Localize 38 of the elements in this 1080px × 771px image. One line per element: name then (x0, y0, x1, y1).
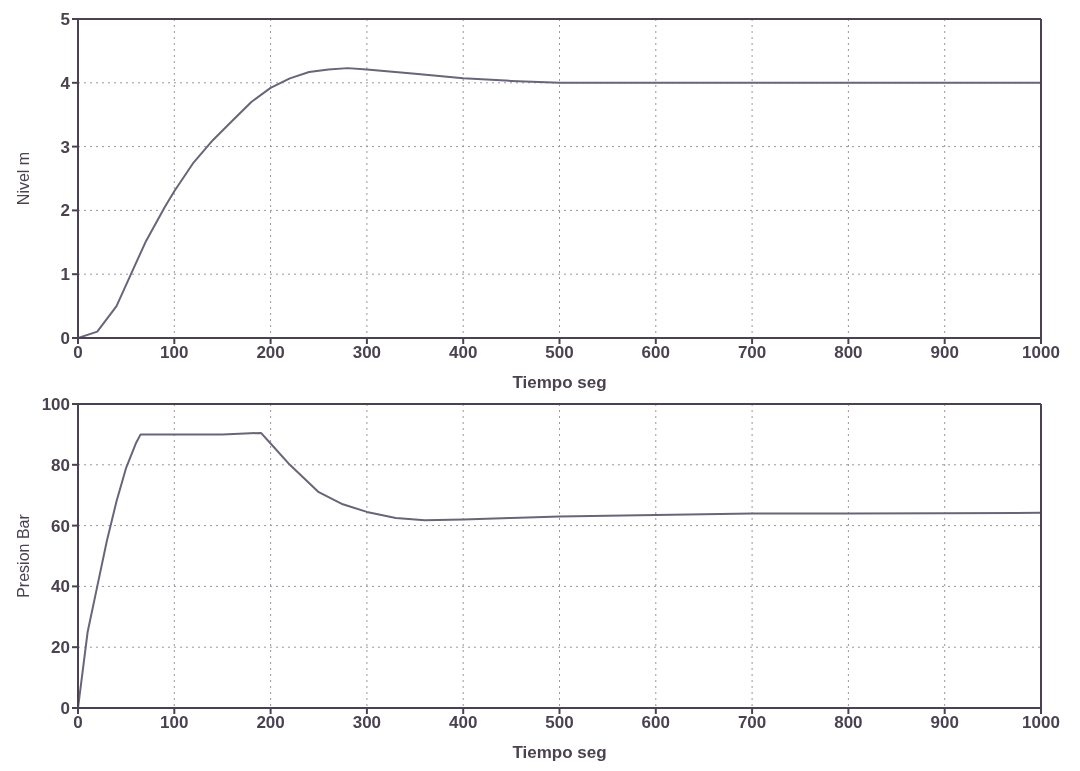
x-tick-label: 300 (352, 713, 382, 733)
y-tick-label: 4 (60, 73, 71, 93)
x-tick-label: 500 (545, 343, 574, 363)
x-tick-label: 600 (641, 343, 670, 363)
y-axis-title: Nivel m (14, 151, 32, 206)
x-tick-label: 200 (256, 343, 285, 363)
x-tick-label: 1000 (1022, 713, 1060, 733)
x-tick-label: 800 (834, 713, 863, 733)
x-tick-label: 400 (449, 713, 478, 733)
y-tick-label: 0 (60, 699, 70, 719)
x-tick-label: 0 (73, 713, 83, 733)
y-axis-title: Presion Bar (14, 513, 32, 598)
x-tick-label: 0 (73, 343, 83, 363)
x-tick-label: 600 (641, 713, 670, 733)
x-tick-label: 400 (449, 343, 478, 363)
x-tick-label: 500 (545, 713, 574, 733)
y-tick-label: 2 (60, 201, 70, 221)
x-tick-label: 700 (737, 343, 767, 363)
y-tick-label: 1 (60, 265, 70, 285)
x-tick-label: 900 (930, 713, 959, 733)
x-tick-label: 200 (256, 713, 285, 733)
y-tick-label: 80 (51, 455, 70, 475)
y-tick-label: 20 (51, 638, 70, 658)
x-axis-title: Tiempo seg (512, 743, 607, 762)
y-tick-label: 100 (41, 395, 70, 415)
x-tick-label: 900 (930, 343, 959, 363)
x-tick-label: 800 (834, 343, 863, 363)
y-tick-label: 3 (60, 137, 70, 157)
y-tick-label: 60 (51, 516, 70, 536)
x-tick-label: 100 (160, 343, 189, 363)
y-tick-label: 5 (60, 10, 70, 30)
x-tick-label: 300 (352, 343, 382, 363)
y-tick-label: 40 (51, 577, 70, 597)
x-tick-label: 1000 (1022, 343, 1060, 363)
x-axis-title: Tiempo seg (512, 373, 607, 392)
x-tick-label: 700 (737, 713, 767, 733)
x-tick-label: 100 (160, 713, 189, 733)
y-tick-label: 0 (60, 329, 70, 349)
